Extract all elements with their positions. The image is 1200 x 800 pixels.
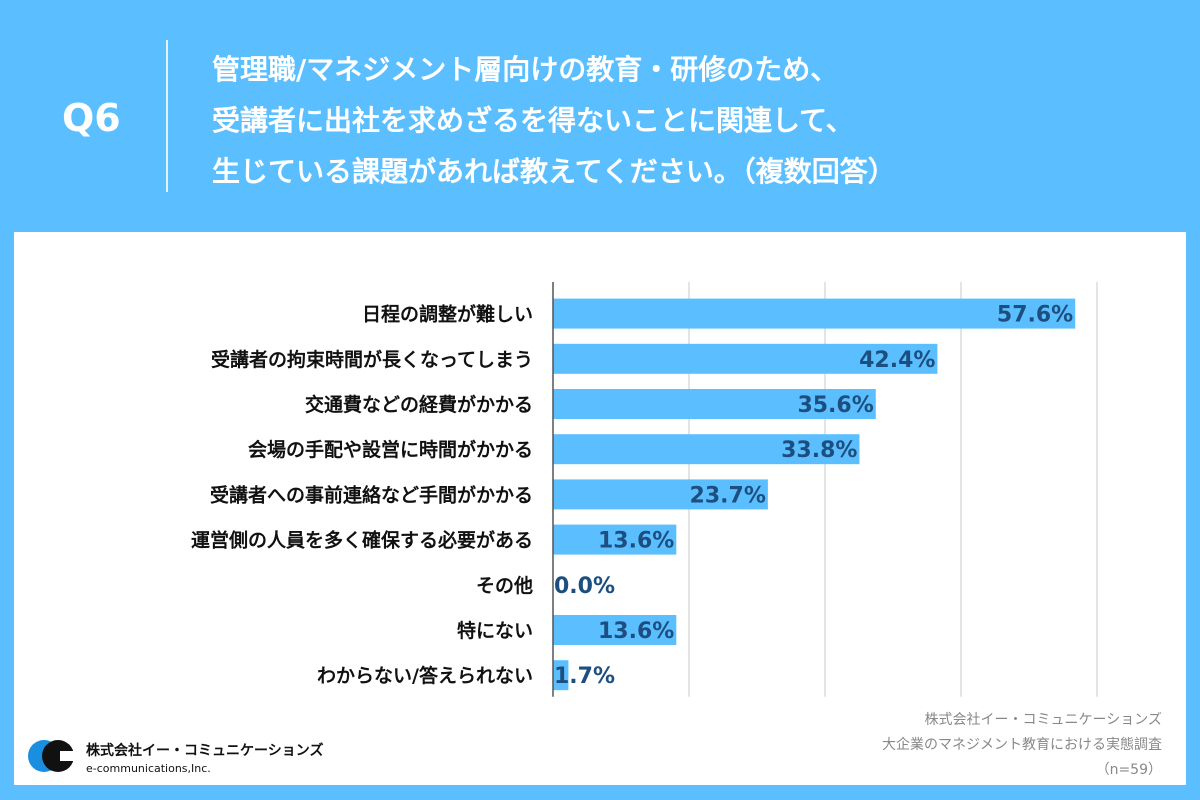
title-line: 管理職/マネジメント層向けの教育・研修のため、: [212, 53, 839, 86]
value-label: 23.7%: [690, 483, 766, 508]
value-label: 35.6%: [797, 393, 873, 418]
divider: [166, 40, 168, 192]
source-note: 株式会社イー・コミュニケーションズ 大企業のマネジメント教育における実態調査 （…: [882, 708, 1162, 783]
value-label: 13.6%: [598, 529, 674, 554]
value-label: 33.8%: [781, 438, 857, 463]
category-label: わからない/答えられない: [317, 664, 533, 687]
category-label: 日程の調整が難しい: [362, 303, 533, 326]
value-label: 42.4%: [859, 348, 935, 373]
value-label: 0.0%: [554, 574, 615, 599]
value-label: 1.7%: [554, 664, 615, 689]
question-number: Q6: [62, 96, 121, 140]
category-label: 会場の手配や設営に時間がかかる: [248, 438, 533, 461]
bar: [553, 524, 677, 555]
title-line: 受講者に出社を求めざるを得ないことに関連して、: [212, 104, 854, 137]
bar: [553, 479, 768, 510]
source-company: 株式会社イー・コミュニケーションズ: [924, 712, 1162, 728]
source-sample-size: （n=59）: [1095, 762, 1162, 778]
category-label: 受講者の拘束時間が長くなってしまう: [211, 348, 533, 371]
category-label: 交通費などの経費がかかる: [305, 393, 533, 416]
value-label: 57.6%: [997, 303, 1073, 328]
bar: [553, 389, 876, 419]
category-label: 運営側の人員を多く確保する必要がある: [191, 529, 533, 552]
bar: [553, 343, 938, 374]
logo-name: 株式会社イー・コミュニケーションズ: [86, 743, 324, 759]
title-line: 生じている課題があれば教えてください。（複数回答）: [212, 155, 896, 188]
bar: [553, 298, 1076, 329]
logo-name-en: e-communications,Inc.: [86, 762, 211, 775]
category-label: 特にない: [457, 620, 533, 642]
bar: [553, 660, 569, 691]
category-label: その他: [476, 574, 533, 597]
category-label: 受講者への事前連絡など手間がかかる: [210, 483, 533, 506]
source-survey: 大企業のマネジメント教育における実態調査: [882, 737, 1162, 753]
value-label: 13.6%: [598, 619, 674, 644]
question-title: 管理職/マネジメント層向けの教育・研修のため、 受講者に出社を求めざるを得ないこ…: [212, 44, 1172, 197]
bar: [553, 434, 860, 465]
logo-mark-icon: [28, 740, 82, 772]
bar: [553, 615, 677, 645]
